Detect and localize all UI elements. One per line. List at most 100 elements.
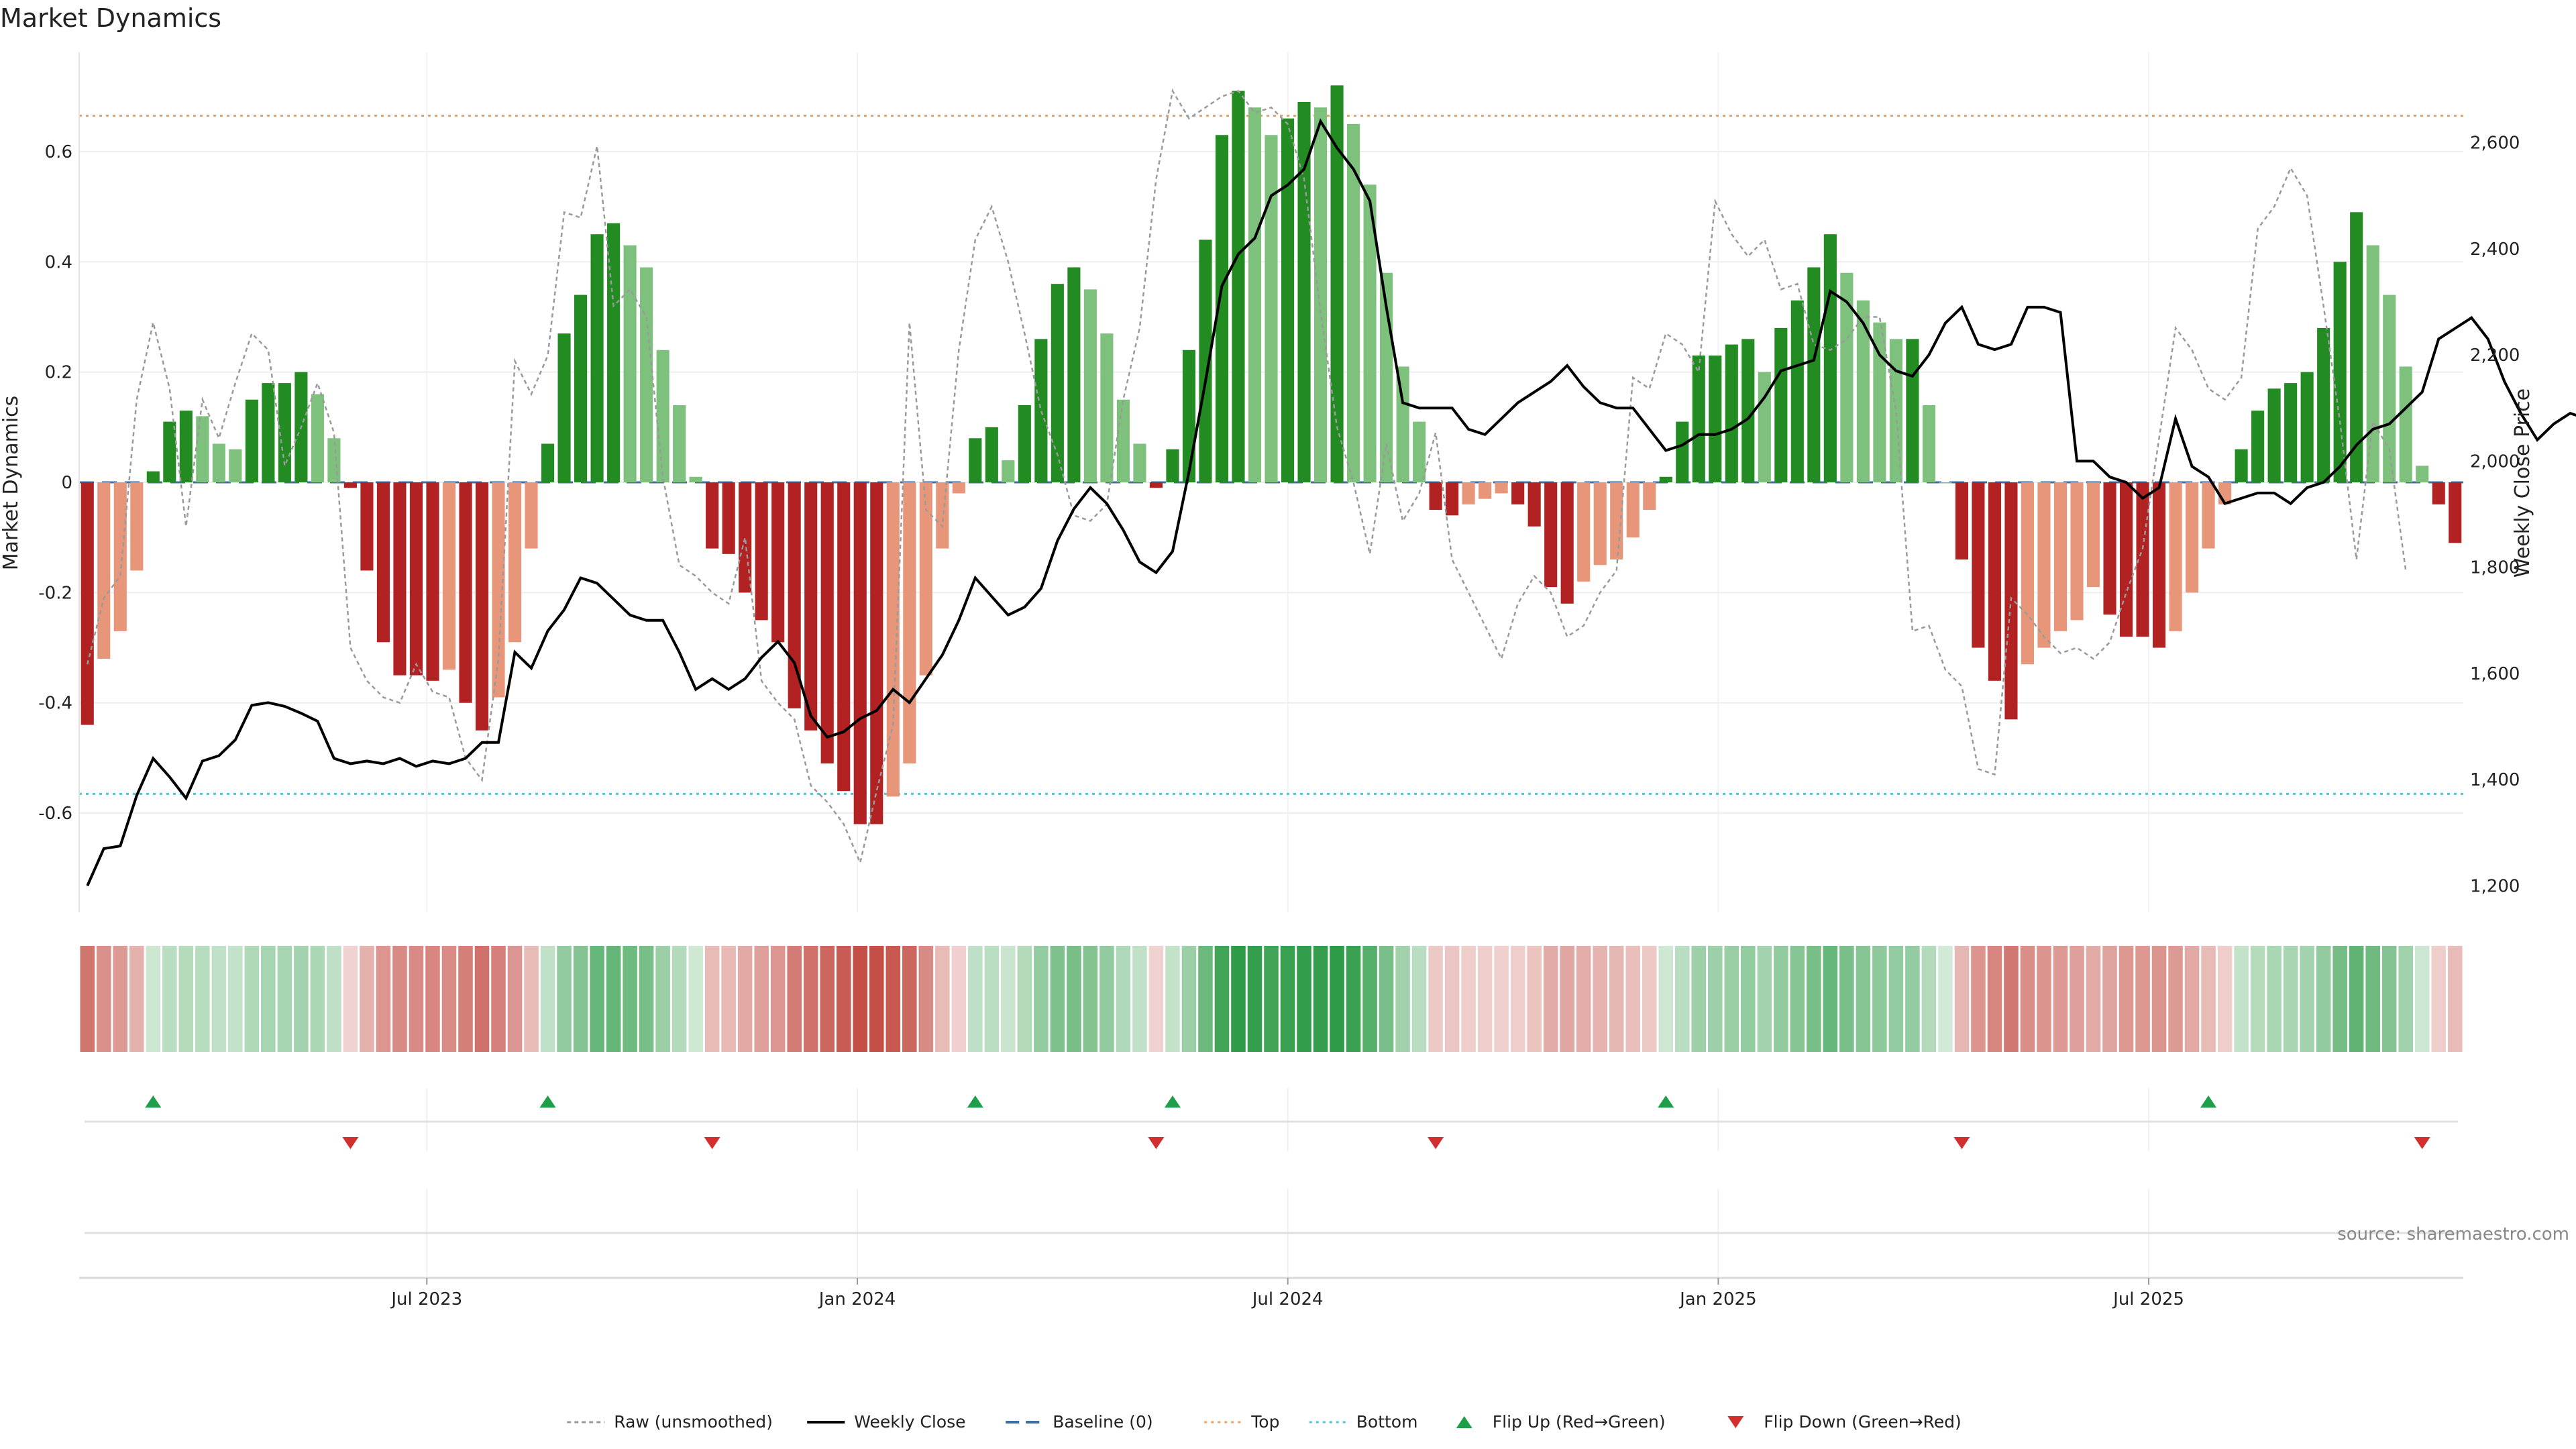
heatmap-strip [80, 946, 2463, 1052]
strip-cell [507, 946, 523, 1052]
momentum-bar [311, 394, 324, 482]
strip-cell [2020, 946, 2035, 1052]
left-tick-label: -0.6 [38, 804, 72, 824]
momentum-bar [1840, 272, 1854, 482]
legend-label: Flip Down (Green→Red) [1764, 1412, 1962, 1432]
strip-cell [623, 946, 637, 1052]
momentum-bar [1807, 267, 1821, 482]
momentum-bar [1659, 476, 1672, 482]
momentum-bar [2037, 482, 2051, 648]
momentum-bar [952, 482, 965, 494]
momentum-bar [1643, 482, 1656, 511]
momentum-bar [804, 482, 818, 731]
strip-cell [1527, 946, 1542, 1052]
strip-cell [1510, 946, 1525, 1052]
momentum-bar [870, 482, 883, 824]
momentum-bar [903, 482, 916, 764]
strip-cell [2349, 946, 2364, 1052]
strip-cell [1823, 946, 1838, 1052]
flip-up-marker [2200, 1095, 2217, 1108]
strip-cell [2086, 946, 2101, 1052]
strip-cell [1625, 946, 1641, 1052]
momentum-bar [557, 333, 571, 482]
momentum-bar [1479, 482, 1492, 499]
momentum-bar [2186, 482, 2199, 593]
momentum-bar [1166, 449, 1179, 482]
momentum-bar [2021, 482, 2035, 665]
momentum-bar [739, 482, 752, 593]
right-tick-label: 1,600 [2470, 664, 2520, 684]
strip-cell [1330, 946, 1344, 1052]
x-tick-label: Jan 2024 [818, 1289, 896, 1309]
strip-cell [1807, 946, 1821, 1052]
momentum-bar [146, 471, 160, 482]
momentum-bar [376, 482, 390, 643]
momentum-bar [2169, 482, 2182, 631]
strip-cell [1116, 946, 1131, 1052]
momentum-bar [130, 482, 144, 571]
legend-item: Baseline (0) [1006, 1412, 1153, 1432]
legend-item: Top [1204, 1412, 1279, 1432]
strip-cell [1494, 946, 1509, 1052]
momentum-bar [689, 476, 702, 482]
momentum-bar [1922, 405, 1935, 482]
momentum-bar [229, 449, 242, 482]
momentum-bar [2235, 449, 2248, 482]
strip-cell [869, 946, 884, 1052]
strip-cell [96, 946, 111, 1052]
strip-cell [639, 946, 654, 1052]
legend-label: Weekly Close [854, 1412, 965, 1432]
right-axis-ticks: 1,200 1,400 1,600 1,800 2,000 2,200 2,400 2,600 [2470, 133, 2520, 897]
momentum-bar [80, 482, 94, 725]
momentum-bar [508, 482, 522, 643]
strip-cell [885, 946, 901, 1052]
strip-cell [1280, 946, 1295, 1052]
momentum-bar [1100, 333, 1114, 482]
strip-cell [2151, 946, 2167, 1052]
strip-cell [1444, 946, 1460, 1052]
strip-cell [1938, 946, 1953, 1052]
strip-cell [754, 946, 769, 1052]
momentum-bar [1396, 366, 1409, 482]
momentum-bar [1446, 482, 1459, 516]
momentum-bar [2399, 366, 2412, 482]
strip-cell [1593, 946, 1607, 1052]
momentum-bar [2416, 466, 2429, 482]
momentum-bar [163, 421, 176, 482]
strip-cell [2102, 946, 2117, 1052]
right-tick-label: 2,400 [2470, 239, 2520, 260]
weekly-close-series [86, 118, 2576, 887]
momentum-bar [1116, 399, 1130, 482]
right-tick-label: 2,600 [2470, 133, 2520, 154]
strip-cell [261, 946, 276, 1052]
momentum-bar [1199, 239, 1212, 482]
strip-cell [1231, 946, 1246, 1052]
strip-cell [1214, 946, 1230, 1052]
strip-cell [2168, 946, 2183, 1052]
momentum-bars [80, 85, 2462, 824]
left-tick-label: 0.2 [45, 363, 72, 383]
strip-cell [1921, 946, 1937, 1052]
strip-cell [244, 946, 260, 1052]
strip-cell [1198, 946, 1213, 1052]
strip-cell [2267, 946, 2282, 1052]
momentum-bar [1955, 482, 1968, 560]
momentum-bar [1248, 107, 1262, 482]
momentum-bar [969, 438, 982, 482]
strip-cell [2447, 946, 2463, 1052]
chart-title: Market Dynamics [0, 3, 221, 33]
strip-cell [770, 946, 786, 1052]
left-tick-label: 0.6 [45, 142, 72, 162]
strip-cell [2184, 946, 2200, 1052]
momentum-bar [2366, 245, 2379, 482]
momentum-bar [1413, 421, 1426, 482]
strip-cell [1067, 946, 1081, 1052]
momentum-bar [706, 482, 719, 549]
left-tick-label: -0.2 [38, 583, 72, 603]
legend-item: Bottom [1309, 1412, 1417, 1432]
strip-cell [672, 946, 687, 1052]
strip-cell [1346, 946, 1361, 1052]
strip-cell [1790, 946, 1805, 1052]
left-tick-label: 0 [61, 473, 72, 493]
